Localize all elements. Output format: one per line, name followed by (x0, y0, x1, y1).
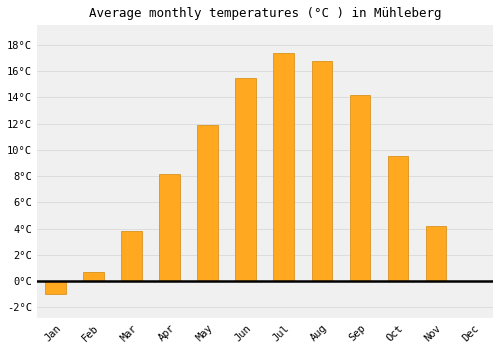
Bar (84, 272, 104, 281)
Bar (312, 61, 332, 281)
Bar (274, 53, 294, 281)
Bar (122, 231, 142, 281)
Bar (236, 78, 256, 281)
Title: Average monthly temperatures (°C ) in Mühleberg: Average monthly temperatures (°C ) in Mü… (88, 7, 441, 20)
Bar (388, 156, 408, 281)
Bar (350, 95, 370, 281)
Bar (160, 174, 180, 281)
Bar (426, 226, 446, 281)
Bar (46, 281, 66, 294)
Bar (198, 125, 218, 281)
